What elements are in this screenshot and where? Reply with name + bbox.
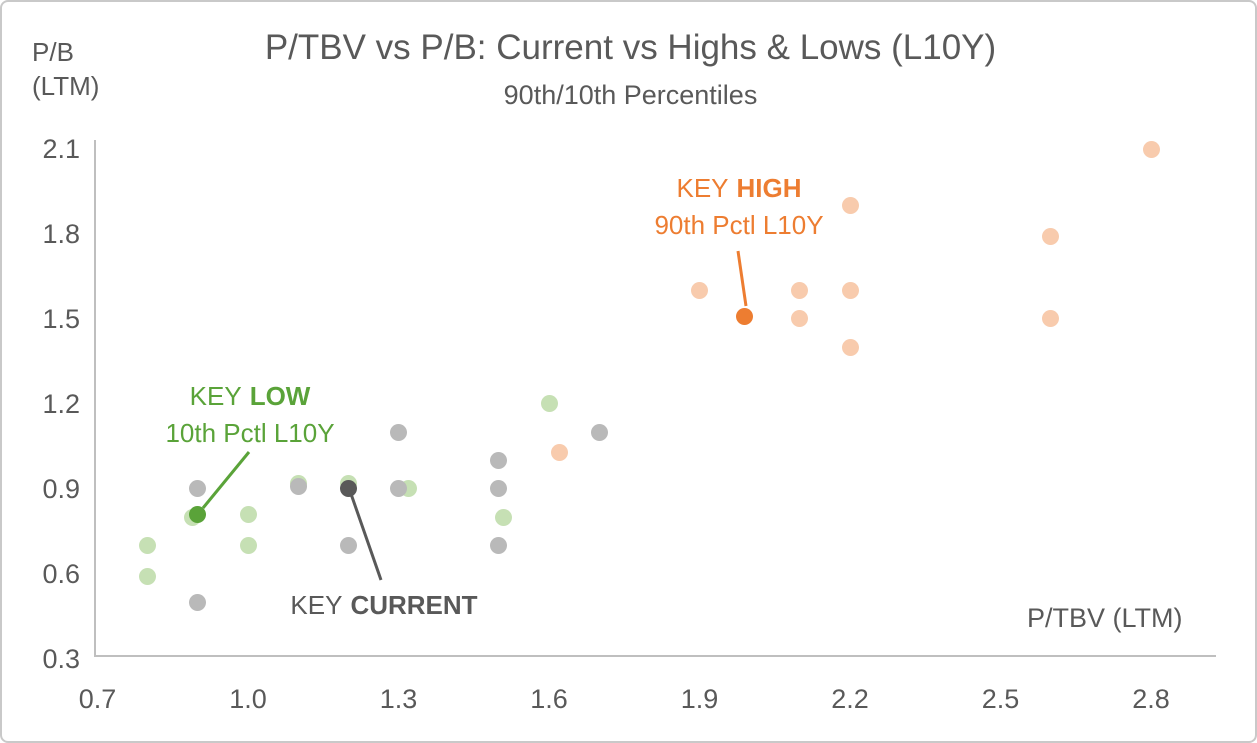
- scatter-point-high_90th_pctl: [1142, 140, 1160, 158]
- key-high-label: KEY HIGH: [676, 173, 802, 203]
- x-axis-title: P/TBV (LTM): [1027, 603, 1183, 633]
- key-low-annotation: KEY LOW 10th Pctl L10Y: [100, 378, 400, 452]
- scatter-point-low_10th_pctl: [239, 537, 257, 555]
- key-high-leader-line: [736, 250, 748, 307]
- x-tick-label: 2.5: [981, 684, 1020, 714]
- y-tick-label: 0.9: [42, 473, 80, 504]
- y-tick-label: 1.5: [42, 303, 80, 334]
- scatter-point-current: [390, 480, 407, 498]
- y-tick-label: 2.1: [42, 134, 80, 164]
- y-axis-title-line1: P/B: [32, 37, 74, 67]
- scatter-point-high_90th_pctl: [841, 338, 859, 356]
- scatter-point-current: [490, 537, 508, 555]
- x-tick-label: 2.2: [831, 684, 869, 714]
- x-axis-line: [94, 655, 1216, 657]
- key-low-leader-line: [201, 451, 251, 509]
- scatter-point-current: [189, 480, 207, 498]
- scatter-point-key_high: [736, 307, 754, 325]
- key-low-label: KEY LOW: [189, 381, 311, 411]
- scatter-point-key_low: [189, 505, 207, 523]
- chart-subtitle: 90th/10th Percentiles: [503, 80, 758, 110]
- scatter-point-current: [339, 537, 357, 555]
- scatter-point-current: [590, 423, 608, 441]
- scatter-point-current: [490, 480, 508, 498]
- scatter-point-current: [189, 593, 207, 611]
- scatter-point-key_current: [339, 480, 357, 498]
- scatter-point-low_10th_pctl: [139, 568, 157, 586]
- key-current-label: KEY CURRENT: [290, 590, 478, 620]
- key-low-sublabel: 10th Pctl L10Y: [165, 418, 335, 448]
- scatter-point-high_90th_pctl: [1042, 310, 1060, 328]
- y-axis-title: P/B (LTM): [32, 35, 99, 103]
- scatter-point-current: [289, 477, 307, 495]
- y-axis-title-line2: (LTM): [32, 71, 100, 101]
- x-tick-label: 1.0: [229, 684, 267, 714]
- scatter-point-low_10th_pctl: [495, 508, 513, 526]
- x-tick-label: 1.3: [379, 684, 418, 714]
- x-tick-label: 1.6: [530, 684, 568, 714]
- scatter-point-low_10th_pctl: [540, 395, 558, 413]
- key-current-leader-line: [348, 490, 383, 581]
- scatter-point-high_90th_pctl: [841, 282, 859, 300]
- key-high-sublabel: 90th Pctl L10Y: [654, 210, 824, 240]
- key-high-annotation: KEY HIGH 90th Pctl L10Y: [589, 170, 889, 244]
- x-tick-label: 1.9: [680, 684, 719, 714]
- x-tick-label: 2.8: [1132, 684, 1170, 714]
- y-tick-label: 1.8: [42, 218, 80, 249]
- scatter-point-current: [490, 452, 508, 470]
- y-tick-label: 0.6: [42, 558, 80, 589]
- y-axis-line: [94, 140, 96, 657]
- scatter-point-high_90th_pctl: [691, 282, 708, 300]
- scatter-point-low_10th_pctl: [239, 505, 257, 523]
- x-tick-label: 0.7: [78, 684, 117, 714]
- key-current-annotation: KEY CURRENT: [234, 587, 534, 624]
- y-tick-label: 0.3: [42, 643, 80, 674]
- scatter-point-high_90th_pctl: [791, 282, 809, 300]
- scatter-point-high_90th_pctl: [1042, 228, 1060, 246]
- chart-title: P/TBV vs P/B: Current vs Highs & Lows (L…: [264, 28, 997, 67]
- scatter-point-low_10th_pctl: [139, 537, 157, 555]
- scatter-point-current: [390, 423, 407, 441]
- scatter-point-high_90th_pctl: [841, 197, 859, 215]
- scatter-point-high_90th_pctl: [791, 310, 809, 328]
- y-tick-label: 1.2: [42, 388, 80, 419]
- scatter-point-high_90th_pctl: [550, 443, 568, 461]
